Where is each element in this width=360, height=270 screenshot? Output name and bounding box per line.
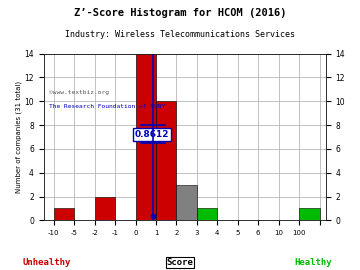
Bar [156,101,176,220]
Text: ©www.textbiz.org: ©www.textbiz.org [49,90,109,95]
Text: 0.8612: 0.8612 [135,130,170,139]
Text: The Research Foundation of SUNY: The Research Foundation of SUNY [49,104,166,109]
Bar [136,54,156,220]
Bar [54,208,74,220]
Text: Unhealthy: Unhealthy [23,258,71,267]
Text: Industry: Wireless Telecommunications Services: Industry: Wireless Telecommunications Se… [65,30,295,39]
Text: Healthy: Healthy [294,258,332,267]
Bar [299,208,320,220]
Text: Z’-Score Histogram for HCOM (2016): Z’-Score Histogram for HCOM (2016) [74,8,286,18]
Bar [197,208,217,220]
Text: Score: Score [167,258,193,267]
Bar [95,197,115,220]
Bar [176,185,197,220]
Y-axis label: Number of companies (31 total): Number of companies (31 total) [15,81,22,193]
